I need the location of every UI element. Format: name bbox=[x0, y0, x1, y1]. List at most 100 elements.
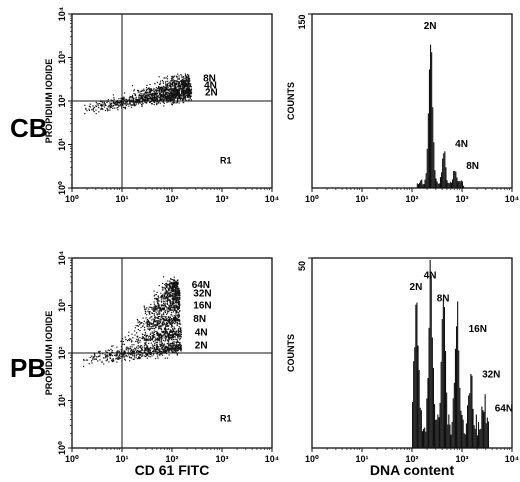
scatter-point bbox=[165, 352, 168, 355]
scatter-point bbox=[150, 332, 152, 334]
scatter-point bbox=[120, 105, 122, 107]
scatter-point bbox=[137, 349, 139, 352]
y-tick-label: 10⁴ bbox=[57, 7, 67, 21]
scatter-point bbox=[160, 95, 162, 97]
scatter-point bbox=[165, 337, 167, 340]
scatter-point bbox=[148, 321, 150, 323]
scatter-point bbox=[170, 331, 172, 333]
scatter-point bbox=[163, 349, 165, 351]
scatter-point bbox=[139, 356, 141, 358]
scatter-point bbox=[165, 309, 167, 311]
population-label: 2N bbox=[205, 88, 218, 99]
scatter-point bbox=[101, 361, 103, 363]
scatter-point bbox=[160, 292, 162, 294]
scatter-point bbox=[171, 295, 173, 297]
scatter-point bbox=[150, 348, 152, 350]
scatter-point bbox=[153, 99, 155, 101]
scatter-point bbox=[148, 306, 150, 308]
scatter-point bbox=[88, 105, 90, 107]
scatter-point bbox=[176, 291, 178, 293]
scatter-point bbox=[185, 88, 187, 90]
scatter-point bbox=[167, 350, 169, 352]
scatter-point bbox=[177, 308, 179, 310]
scatter-point bbox=[156, 351, 158, 353]
scatter-point bbox=[180, 87, 182, 90]
scatter-point bbox=[188, 85, 190, 87]
scatter-point bbox=[184, 92, 186, 94]
scatter-point bbox=[176, 334, 178, 336]
scatter-point bbox=[161, 98, 163, 100]
scatter-point bbox=[185, 79, 187, 81]
scatter-point bbox=[175, 293, 177, 295]
scatter-point bbox=[158, 335, 160, 337]
scatter-point bbox=[173, 75, 176, 77]
scatter-point bbox=[119, 102, 121, 104]
scatter-point bbox=[133, 355, 135, 357]
scatter-point bbox=[160, 336, 162, 338]
y-tick-label: 10² bbox=[57, 94, 67, 107]
scatter-point bbox=[176, 296, 178, 299]
scatter-point bbox=[84, 113, 86, 115]
scatter-point bbox=[144, 342, 146, 344]
histogram-bar bbox=[447, 424, 449, 448]
scatter-point bbox=[172, 82, 174, 85]
scatter-point bbox=[96, 103, 98, 105]
scatter-point bbox=[153, 320, 155, 322]
scatter-point bbox=[172, 99, 174, 101]
scatter-point bbox=[152, 88, 155, 90]
scatter-point bbox=[174, 306, 176, 309]
scatter-point bbox=[152, 336, 154, 338]
scatter-point bbox=[167, 80, 169, 82]
scatter-point bbox=[171, 348, 173, 350]
scatter-point bbox=[178, 102, 180, 104]
scatter-point bbox=[96, 356, 98, 358]
scatter-point bbox=[159, 82, 161, 84]
scatter-point bbox=[173, 294, 175, 296]
scatter-point bbox=[137, 100, 139, 102]
scatter-point bbox=[121, 101, 123, 103]
scatter-point bbox=[101, 101, 104, 104]
scatter-point bbox=[124, 353, 126, 355]
scatter-point bbox=[147, 328, 149, 330]
scatter-point bbox=[168, 292, 170, 294]
scatter-point bbox=[125, 102, 127, 104]
scatter-point bbox=[142, 325, 144, 328]
y-tick-label: 10³ bbox=[57, 299, 67, 312]
scatter-point bbox=[161, 324, 163, 326]
scatter-point bbox=[157, 301, 159, 303]
peak-label: 16N bbox=[469, 324, 487, 335]
scatter-point bbox=[155, 341, 157, 343]
scatter-point bbox=[168, 322, 170, 324]
scatter-point bbox=[172, 301, 174, 303]
scatter-point bbox=[153, 93, 155, 96]
scatter-point bbox=[151, 99, 153, 101]
scatter-point bbox=[138, 351, 140, 353]
scatter-point bbox=[174, 283, 176, 285]
scatter-point bbox=[162, 305, 164, 307]
scatter-point bbox=[172, 328, 174, 330]
scatter-point bbox=[175, 304, 177, 306]
scatter-point bbox=[122, 352, 125, 354]
scatter-point bbox=[174, 304, 176, 306]
scatter-point bbox=[174, 282, 176, 284]
scatter-point bbox=[157, 304, 159, 306]
scatter-point bbox=[166, 323, 168, 325]
histogram-bar bbox=[487, 421, 489, 448]
histogram-bar bbox=[419, 182, 421, 188]
scatter-point bbox=[172, 296, 174, 298]
scatter-point bbox=[183, 78, 185, 80]
scatter-point bbox=[128, 331, 130, 333]
scatter-point bbox=[146, 354, 148, 356]
scatter-point bbox=[143, 350, 145, 352]
scatter-point bbox=[165, 319, 167, 321]
scatter-point bbox=[178, 296, 180, 299]
scatter-point bbox=[146, 321, 148, 323]
scatter-point bbox=[153, 315, 155, 317]
scatter-point bbox=[188, 75, 190, 78]
scatter-point bbox=[137, 89, 140, 92]
scatter-point bbox=[139, 341, 141, 343]
scatter-point bbox=[106, 354, 108, 356]
scatter-point bbox=[178, 346, 180, 348]
scatter-point bbox=[166, 287, 168, 289]
scatter-point bbox=[138, 102, 140, 104]
